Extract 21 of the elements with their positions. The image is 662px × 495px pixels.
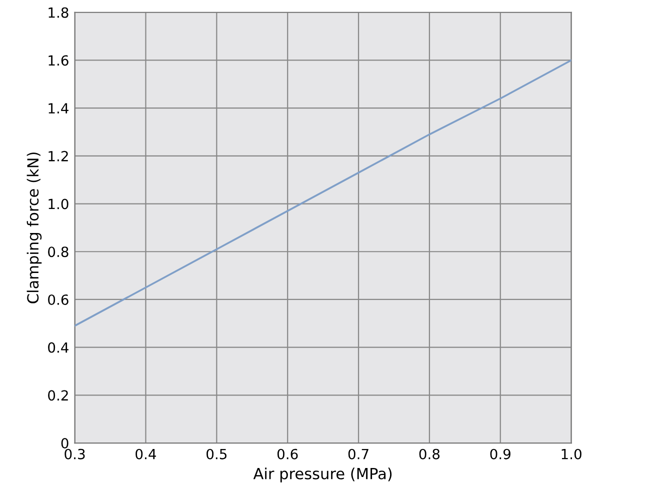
x-tick-label: 0.4	[136, 448, 156, 460]
y-tick-label: 0.6	[48, 294, 68, 305]
y-tick-label: 1.6	[48, 55, 68, 66]
y-tick-label: 1.4	[48, 103, 68, 114]
x-tick-label: 0.6	[277, 448, 298, 460]
x-tick-label: 0.9	[490, 448, 510, 460]
x-tick-label: 0.5	[206, 448, 226, 460]
y-tick-label: 1.8	[48, 7, 68, 18]
x-tick-label: 0.7	[348, 448, 368, 460]
y-tick-label: 0.2	[48, 390, 68, 401]
x-tick-label: 0.3	[64, 448, 85, 460]
x-tick-label: 0.8	[419, 448, 440, 460]
y-axis-title: Clamping force (kN)	[26, 152, 42, 304]
y-tick-label: 1.2	[48, 150, 68, 162]
line-series	[74, 59, 572, 327]
x-tick-label: 1.0	[562, 448, 582, 460]
y-tick-label: 0.8	[48, 246, 68, 258]
x-axis-title: Air pressure (MPa)	[253, 468, 392, 482]
y-tick-label: 1.0	[48, 198, 68, 210]
y-tick-label: 0.4	[48, 342, 68, 353]
y-tick-label: 0	[61, 438, 68, 448]
